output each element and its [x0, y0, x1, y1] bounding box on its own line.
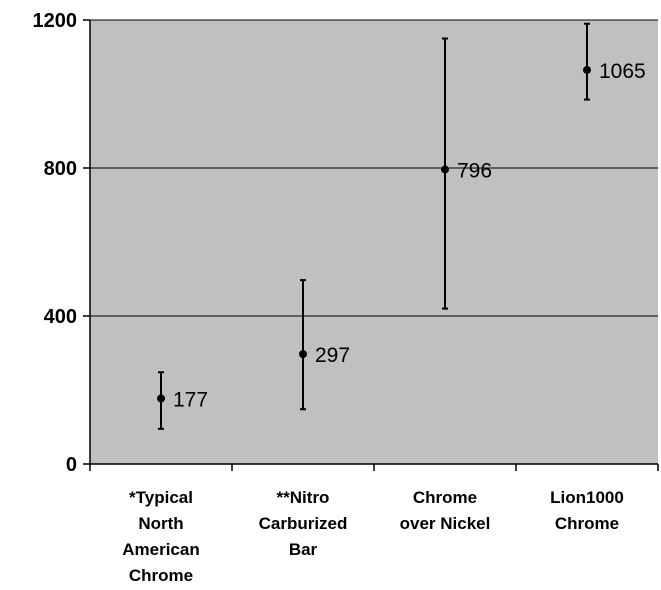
- y-tick-label-400: 400: [44, 306, 77, 328]
- data-label-0: 177: [173, 389, 208, 412]
- category-label-line: American: [122, 540, 199, 559]
- plot-area: [90, 20, 658, 464]
- category-label-line: Bar: [289, 540, 318, 559]
- data-marks: 177 297 796 1065: [157, 22, 646, 430]
- y-tick-label-800: 800: [44, 158, 77, 180]
- gridlines: [90, 19, 658, 317]
- data-point-3: [583, 65, 591, 74]
- data-point-2: [441, 165, 449, 174]
- data-point-1: [299, 350, 307, 359]
- data-label-1: 297: [315, 344, 350, 367]
- data-label-3: 1065: [599, 60, 646, 83]
- category-label-line: **Nitro: [277, 488, 330, 507]
- data-label-2: 796: [457, 159, 492, 182]
- category-labels: *Typical North American Chrome **Nitro Carbur…: [122, 488, 624, 585]
- category-label-line: Chrome: [555, 514, 619, 533]
- y-tick-label-1200: 1200: [33, 10, 78, 32]
- category-label-line: Chrome: [413, 488, 477, 507]
- data-point-0: [157, 394, 165, 403]
- category-label-0: *Typical North American Chrome: [122, 488, 199, 585]
- category-label-line: over Nickel: [400, 514, 491, 533]
- category-label-line: *Typical: [129, 488, 193, 507]
- category-label-1: **Nitro Carburized Bar: [259, 488, 348, 559]
- y-tick-label-0: 0: [66, 454, 77, 476]
- category-label-line: North: [138, 514, 183, 533]
- y-axis-ticks: 0 400 800 1200: [33, 10, 90, 476]
- category-label-2: Chrome over Nickel: [400, 488, 491, 533]
- category-label-line: Carburized: [259, 514, 348, 533]
- category-label-line: Chrome: [129, 566, 193, 585]
- x-axis-ticks: [89, 464, 659, 471]
- category-label-3: Lion1000 Chrome: [550, 488, 624, 533]
- category-label-line: Lion1000: [550, 488, 624, 507]
